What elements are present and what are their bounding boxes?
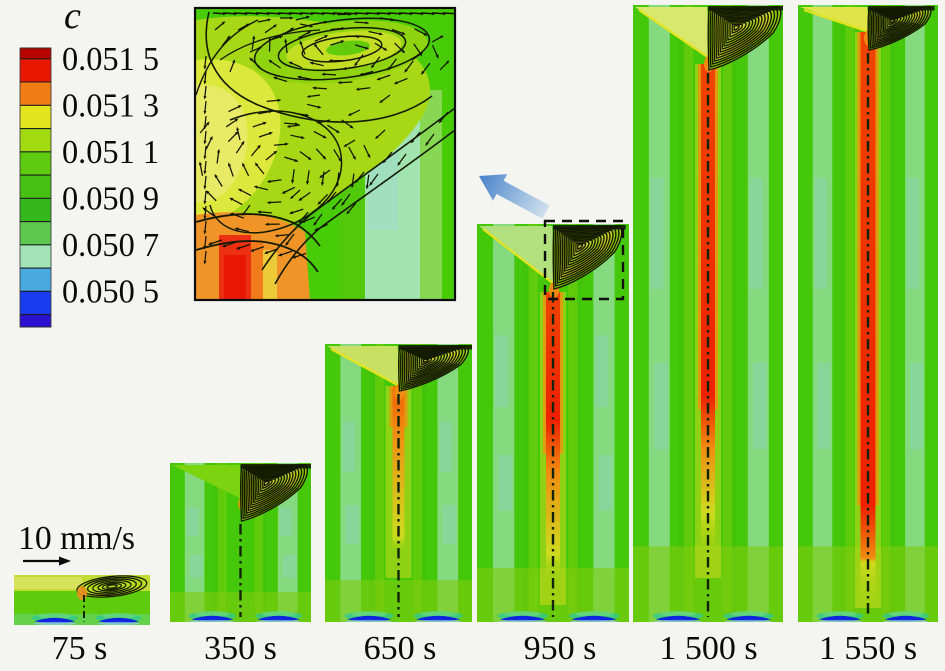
- svg-text:350 s: 350 s: [204, 630, 277, 667]
- svg-text:c: c: [64, 0, 81, 37]
- svg-text:0.050 9: 0.050 9: [62, 181, 159, 218]
- svg-text:0.050 7: 0.050 7: [62, 227, 159, 264]
- svg-text:650 s: 650 s: [364, 630, 437, 667]
- svg-text:75 s: 75 s: [52, 630, 108, 667]
- svg-text:1 500 s: 1 500 s: [659, 630, 757, 667]
- svg-text:0.051 3: 0.051 3: [62, 88, 159, 125]
- svg-text:950 s: 950 s: [524, 630, 597, 667]
- svg-text:10 mm/s: 10 mm/s: [18, 520, 135, 557]
- svg-text:0.051 1: 0.051 1: [62, 134, 159, 171]
- svg-text:1 550 s: 1 550 s: [819, 630, 917, 667]
- svg-text:0.050 5: 0.050 5: [62, 274, 159, 311]
- svg-text:0.051 5: 0.051 5: [62, 41, 159, 78]
